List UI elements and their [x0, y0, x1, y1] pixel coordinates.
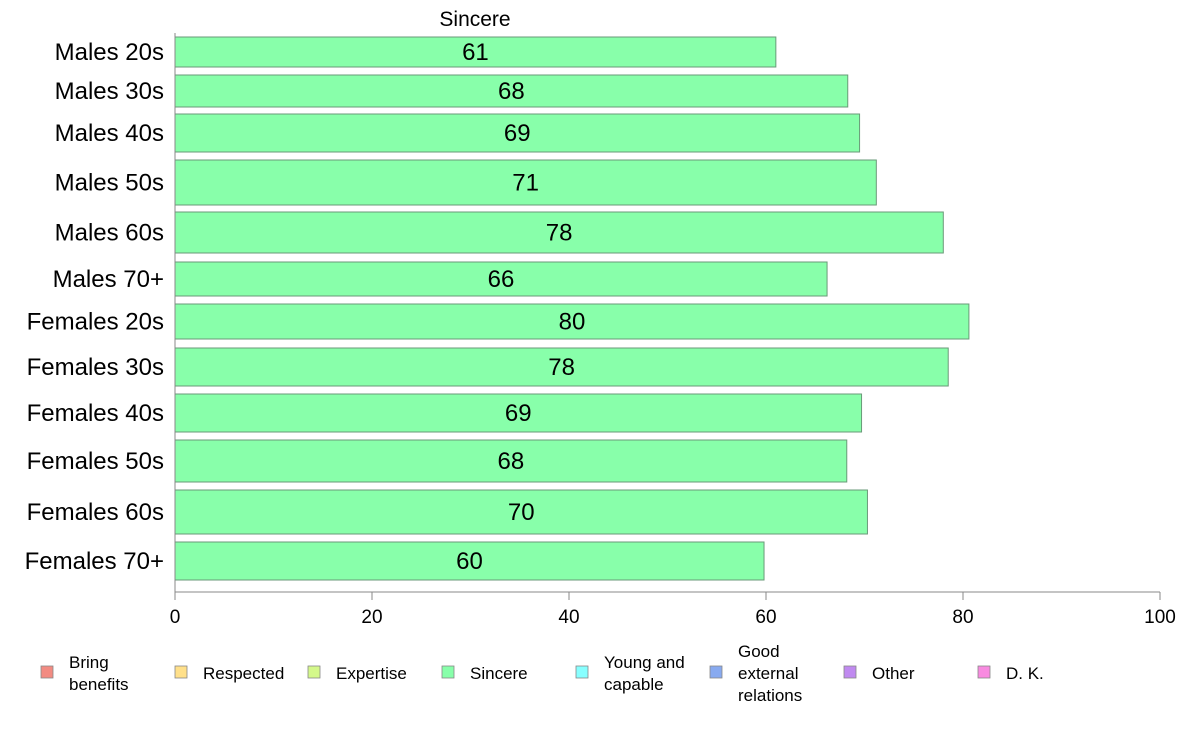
category-label: Males 30s	[55, 78, 164, 105]
legend-label: Sincere	[470, 664, 528, 683]
category-label: Males 60s	[55, 220, 164, 247]
legend-swatch	[307, 665, 321, 679]
category-label: Males 70+	[53, 266, 164, 293]
data-label: 70	[508, 499, 535, 526]
category-label: Females 70+	[25, 548, 164, 575]
bar	[174, 439, 848, 483]
category-label: Females 20s	[27, 309, 164, 336]
legend-label-line: Respected	[203, 664, 284, 683]
bar	[174, 541, 765, 581]
data-label: 68	[498, 78, 525, 105]
bar	[174, 303, 970, 340]
legend-item: Young and capable	[575, 653, 685, 694]
legend: Bring benefits Respected Expertise Sincere Yo…	[40, 642, 1044, 705]
legend-item: Sincere	[441, 664, 528, 683]
category-label: Males 50s	[55, 170, 164, 197]
legend-label: D. K.	[1006, 664, 1044, 683]
legend-swatch	[709, 665, 723, 679]
data-label: 68	[498, 448, 525, 475]
legend-label-line: relations	[738, 686, 802, 705]
data-label: 78	[546, 220, 573, 247]
legend-label-line: Bring	[69, 653, 109, 672]
legend-label-line: D. K.	[1006, 664, 1044, 683]
data-label: 71	[512, 170, 539, 197]
x-tick-label: 100	[1144, 607, 1176, 628]
x-axis: 0 20 40 60 80 100	[170, 33, 1176, 628]
legend-label-line: Other	[872, 664, 915, 683]
bar	[174, 113, 861, 153]
data-label: 61	[462, 39, 489, 66]
category-label: Females 40s	[27, 400, 164, 427]
x-tick-label: 40	[558, 607, 579, 628]
legend-label: Other	[872, 664, 915, 683]
data-label: 60	[456, 548, 483, 575]
bar	[174, 159, 877, 206]
legend-label-line: Expertise	[336, 664, 407, 683]
category-label: Females 60s	[27, 499, 164, 526]
legend-item: D. K.	[977, 664, 1044, 683]
category-label: Females 30s	[27, 354, 164, 381]
legend-swatch	[843, 665, 857, 679]
legend-label: Respected	[203, 664, 284, 683]
legend-label-line: capable	[604, 675, 664, 694]
legend-item: Good external relations	[709, 642, 802, 705]
legend-item: Bring benefits	[40, 653, 129, 694]
legend-label: Expertise	[336, 664, 407, 683]
legend-label-line: benefits	[69, 675, 129, 694]
legend-swatch	[40, 665, 54, 679]
bar	[174, 489, 868, 535]
legend-swatch	[174, 665, 188, 679]
legend-item: Respected	[174, 664, 284, 683]
legend-item: Expertise	[307, 664, 407, 683]
x-tick-label: 20	[361, 607, 382, 628]
legend-swatch	[977, 665, 991, 679]
legend-label: Young and capable	[604, 653, 685, 694]
data-label: 80	[559, 309, 586, 336]
legend-label-line: external	[738, 664, 798, 683]
bar	[174, 36, 777, 68]
data-label: 78	[548, 354, 575, 381]
chart-title: Sincere	[439, 8, 510, 31]
legend-label-line: Young and	[604, 653, 685, 672]
bar	[174, 211, 944, 254]
legend-swatch	[441, 665, 455, 679]
data-label: 69	[505, 400, 532, 427]
legend-swatch	[575, 665, 589, 679]
bars-group: Males 20s 61 Males 30s 68 Males 40s 69 Males 5…	[25, 36, 970, 581]
legend-item: Other	[843, 664, 915, 683]
bar	[174, 74, 849, 108]
category-label: Males 20s	[55, 39, 164, 66]
data-label: 66	[488, 266, 515, 293]
legend-label-line: Sincere	[470, 664, 528, 683]
x-tick-label: 60	[755, 607, 776, 628]
category-label: Females 50s	[27, 448, 164, 475]
legend-label: Bring benefits	[69, 653, 129, 694]
category-label: Males 40s	[55, 120, 164, 147]
legend-label-line: Good	[738, 642, 780, 661]
legend-label: Good external relations	[738, 642, 802, 705]
x-tick-label: 80	[952, 607, 973, 628]
data-label: 69	[504, 120, 531, 147]
x-tick-label: 0	[170, 607, 181, 628]
